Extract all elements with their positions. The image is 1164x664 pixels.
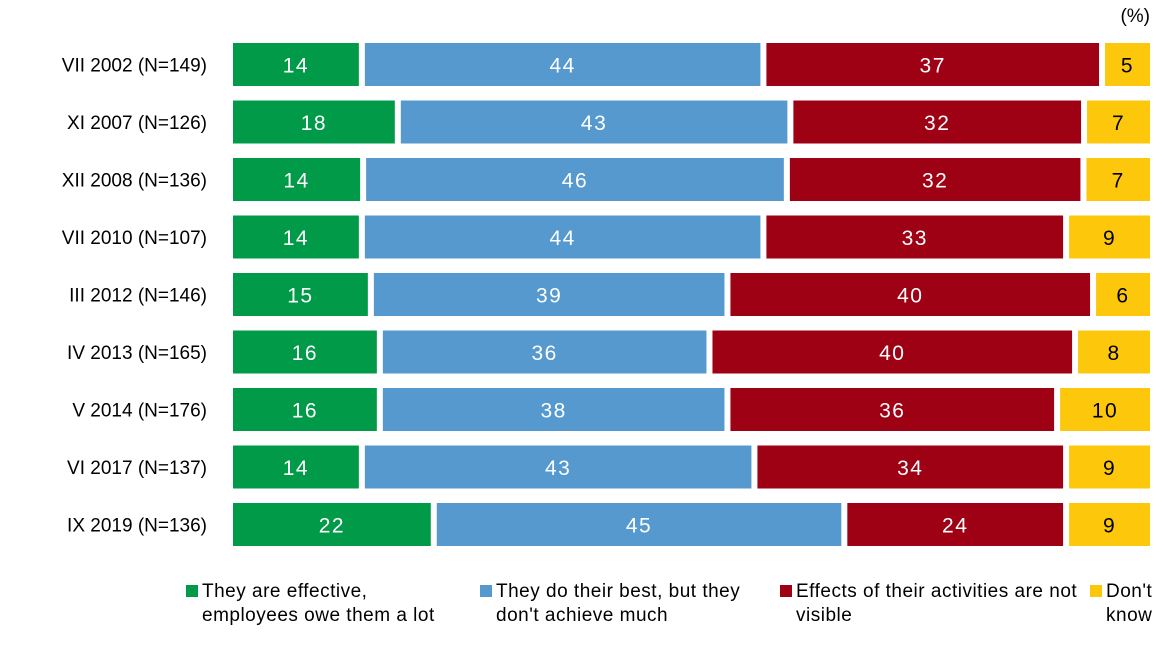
data-label: 32 <box>922 170 948 193</box>
data-label: 46 <box>562 170 588 193</box>
data-label: 32 <box>924 112 950 135</box>
bar-segment <box>1060 388 1150 431</box>
category-label: VII 2002 (N=149) <box>62 56 207 77</box>
data-label: 43 <box>545 457 571 480</box>
bar-segment <box>766 215 1064 259</box>
bar-segment <box>1087 100 1150 144</box>
bar-segment <box>233 43 359 86</box>
data-label: 6 <box>1116 285 1129 308</box>
data-label: 16 <box>292 400 318 423</box>
category-label: IV 2013 (N=165) <box>67 343 207 364</box>
bar-segment <box>1069 445 1150 489</box>
data-label: 40 <box>897 285 923 308</box>
data-label: 8 <box>1107 342 1120 365</box>
bar-segment <box>364 43 761 86</box>
bar-segment <box>789 158 1081 201</box>
bar-segment <box>712 330 1073 374</box>
data-label: 18 <box>301 112 327 135</box>
bar-segment <box>730 273 1091 316</box>
bar-segment <box>847 503 1064 546</box>
legend-swatch <box>186 585 198 597</box>
data-label: 24 <box>942 515 968 538</box>
data-label: 34 <box>897 457 923 480</box>
data-label: 16 <box>292 342 318 365</box>
data-label: 44 <box>549 227 575 250</box>
data-label: 14 <box>283 227 309 250</box>
legend-label: They do their best, but they don't achie… <box>496 581 741 626</box>
bar-segment <box>400 100 788 144</box>
bar-segment <box>1069 215 1150 259</box>
bar-segment <box>373 273 725 316</box>
bar-segment <box>233 388 377 431</box>
bar-segment <box>1086 158 1150 201</box>
bar-segment <box>233 215 359 259</box>
bar-segment <box>757 445 1064 489</box>
bar-segment <box>233 330 377 374</box>
data-label: 7 <box>1112 112 1125 135</box>
bar-segment <box>1069 503 1150 546</box>
data-label: 22 <box>319 515 345 538</box>
data-label: 14 <box>283 55 309 78</box>
data-label: 14 <box>283 457 309 480</box>
data-label: 15 <box>287 285 313 308</box>
data-label: 36 <box>879 400 905 423</box>
legend-swatch <box>1090 585 1102 597</box>
bar-segment <box>382 330 707 374</box>
bar-segment <box>366 158 784 201</box>
bar-segment <box>766 43 1100 86</box>
data-label: 10 <box>1092 400 1118 423</box>
legend-swatch <box>780 585 792 597</box>
data-label: 43 <box>581 112 607 135</box>
bars-group: VII 2002 (N=149) 14 44 37 5 XI 2007 (N=126) 18… <box>62 43 1150 546</box>
category-label: XII 2008 (N=136) <box>62 171 207 192</box>
category-label: XI 2007 (N=126) <box>67 113 207 134</box>
data-label: 14 <box>283 170 309 193</box>
bar-segment <box>436 503 842 546</box>
bar-segment <box>730 388 1055 431</box>
data-label: 9 <box>1103 515 1116 538</box>
legend-label: Don't know <box>1106 581 1153 626</box>
data-label: 7 <box>1112 170 1125 193</box>
data-label: 33 <box>902 227 928 250</box>
category-label: III 2012 (N=146) <box>69 286 207 307</box>
bar-segment <box>233 273 368 316</box>
bar-segment <box>233 445 359 489</box>
bar-segment <box>233 158 361 201</box>
bar-segment <box>1105 43 1150 86</box>
legend-label: They are effective, employees owe them a… <box>202 581 435 626</box>
bar-segment <box>233 100 395 144</box>
data-label: 45 <box>626 515 652 538</box>
data-label: 44 <box>549 55 575 78</box>
unit-label: (%) <box>1120 6 1150 27</box>
category-label: VI 2017 (N=137) <box>67 458 207 479</box>
data-label: 38 <box>540 400 566 423</box>
category-label: V 2014 (N=176) <box>72 401 207 422</box>
bar-segment <box>233 503 431 546</box>
legend-label: Effects of their activities are not visi… <box>796 581 1078 626</box>
bar-segment <box>1078 330 1150 374</box>
bar-segment <box>382 388 725 431</box>
data-label: 5 <box>1121 55 1134 78</box>
bar-segment <box>364 445 752 489</box>
legend-swatch <box>480 585 492 597</box>
data-label: 37 <box>920 55 946 78</box>
data-label: 36 <box>531 342 557 365</box>
data-label: 9 <box>1103 227 1116 250</box>
category-label: IX 2019 (N=136) <box>67 516 207 537</box>
bar-segment <box>364 215 761 259</box>
bar-segment <box>793 100 1082 144</box>
data-label: 40 <box>879 342 905 365</box>
data-label: 39 <box>536 285 562 308</box>
data-label: 9 <box>1103 457 1116 480</box>
bar-segment <box>1096 273 1150 316</box>
category-label: VII 2010 (N=107) <box>62 228 207 249</box>
